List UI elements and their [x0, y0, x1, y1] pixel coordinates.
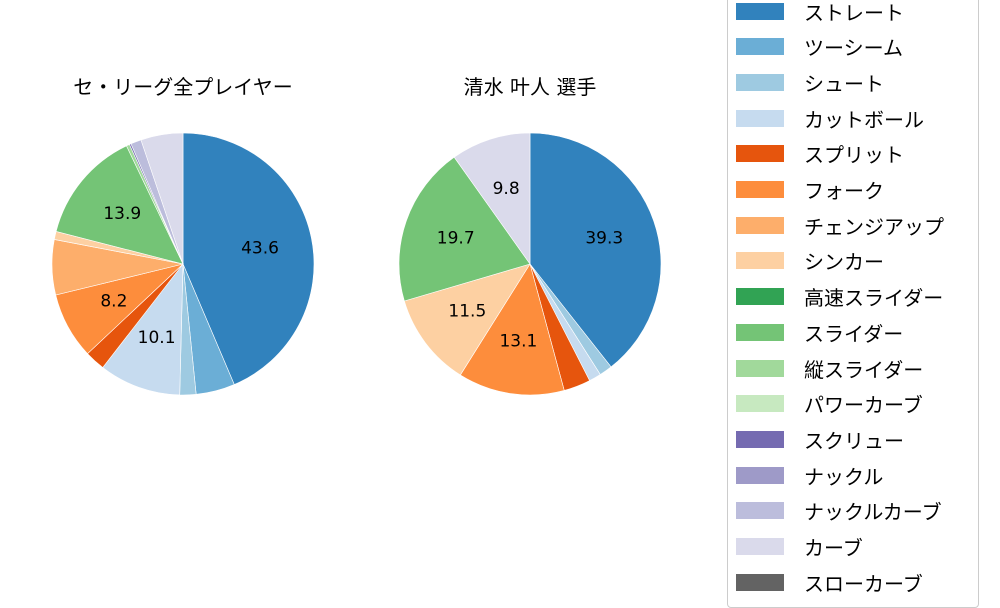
legend-item: スプリット	[736, 142, 904, 168]
pie-slice	[398, 156, 531, 302]
legend-item: カットボール	[736, 106, 924, 132]
legend-swatch	[736, 359, 784, 377]
legend-item: ツーシーム	[736, 35, 903, 61]
legend-label: ナックルカーブ	[804, 500, 942, 525]
legend-label: カットボール	[804, 107, 924, 132]
slice-value-label: 13.1	[499, 332, 537, 352]
legend-item: ナックルカーブ	[736, 499, 942, 525]
legend-item: シンカー	[736, 249, 884, 275]
legend-swatch	[736, 502, 784, 520]
pie-slice	[140, 132, 184, 265]
legend-label: 高速スライダー	[804, 286, 944, 311]
pie-slice	[55, 145, 184, 265]
legend-swatch	[736, 430, 784, 448]
chart-title-league: セ・リーグ全プレイヤー	[73, 75, 293, 99]
pie-slice	[403, 263, 531, 376]
legend: ストレートツーシームシュートカットボール スプリットフォークチェンジアップ シンカー…	[727, 0, 979, 608]
legend-label: スクリュー	[804, 428, 904, 453]
legend-label: ツーシーム	[804, 36, 903, 61]
slice-value-label: 39.3	[585, 228, 623, 248]
legend-swatch	[736, 38, 784, 56]
legend-item: スライダー	[736, 320, 904, 346]
legend-swatch	[736, 323, 784, 341]
legend-label: スライダー	[804, 321, 904, 346]
legend-swatch	[736, 145, 784, 163]
legend-item: 縦スライダー	[736, 356, 924, 382]
slice-value-label: 10.1	[138, 328, 176, 348]
pie-player: 39.3 13.1 11.5 19.7 9.8	[398, 132, 662, 396]
slice-value-label: 43.6	[241, 238, 279, 258]
legend-item: フォーク	[736, 178, 884, 203]
legend-swatch	[736, 573, 784, 591]
legend-label: パワーカーブ	[804, 393, 923, 418]
legend-item: シュート	[736, 70, 884, 96]
legend-item: カーブ	[736, 535, 863, 560]
legend-swatch	[736, 181, 784, 198]
legend-label: ストレート	[804, 0, 904, 25]
legend-label: フォーク	[804, 179, 884, 203]
pie-slice	[529, 132, 662, 368]
chart-title-player: 清水 叶人 選手	[463, 75, 597, 99]
legend-swatch	[736, 216, 784, 234]
slice-value-label: 9.8	[493, 179, 520, 199]
legend-label: ナックル	[804, 464, 884, 489]
pie-slice	[453, 132, 531, 265]
slice-value-label: 11.5	[448, 301, 486, 321]
slice-value-label: 8.2	[100, 291, 127, 311]
legend-swatch	[736, 73, 784, 91]
slice-value-label: 19.7	[437, 228, 475, 248]
pie-slice	[459, 263, 565, 396]
legend-item: ナックル	[736, 463, 884, 489]
legend-label: スプリット	[804, 143, 904, 168]
legend-label: スローカーブ	[804, 571, 923, 596]
legend-label: シュート	[804, 71, 884, 96]
slice-value-label: 13.9	[103, 204, 141, 224]
legend-label: カーブ	[804, 536, 863, 560]
legend-swatch	[736, 538, 784, 555]
legend-swatch	[736, 109, 784, 127]
pie-slice	[102, 263, 184, 396]
legend-item: ストレート	[736, 0, 904, 25]
legend-item: スローカーブ	[736, 570, 923, 596]
legend-swatch	[736, 466, 784, 484]
legend-label: 縦スライダー	[804, 357, 924, 382]
legend-swatch	[736, 2, 784, 20]
legend-item: チェンジアップ	[736, 213, 944, 239]
legend-swatch	[736, 395, 784, 413]
legend-label: チェンジアップ	[804, 214, 944, 239]
pie-slice	[182, 132, 315, 385]
legend-item: パワーカーブ	[736, 392, 923, 418]
legend-swatch	[736, 252, 784, 270]
legend-item: スクリュー	[736, 427, 904, 453]
pie-league: 43.6 10.1 8.2 13.9	[51, 132, 315, 396]
legend-item: 高速スライダー	[736, 285, 944, 311]
legend-label: シンカー	[804, 250, 884, 275]
legend-swatch	[736, 288, 784, 306]
